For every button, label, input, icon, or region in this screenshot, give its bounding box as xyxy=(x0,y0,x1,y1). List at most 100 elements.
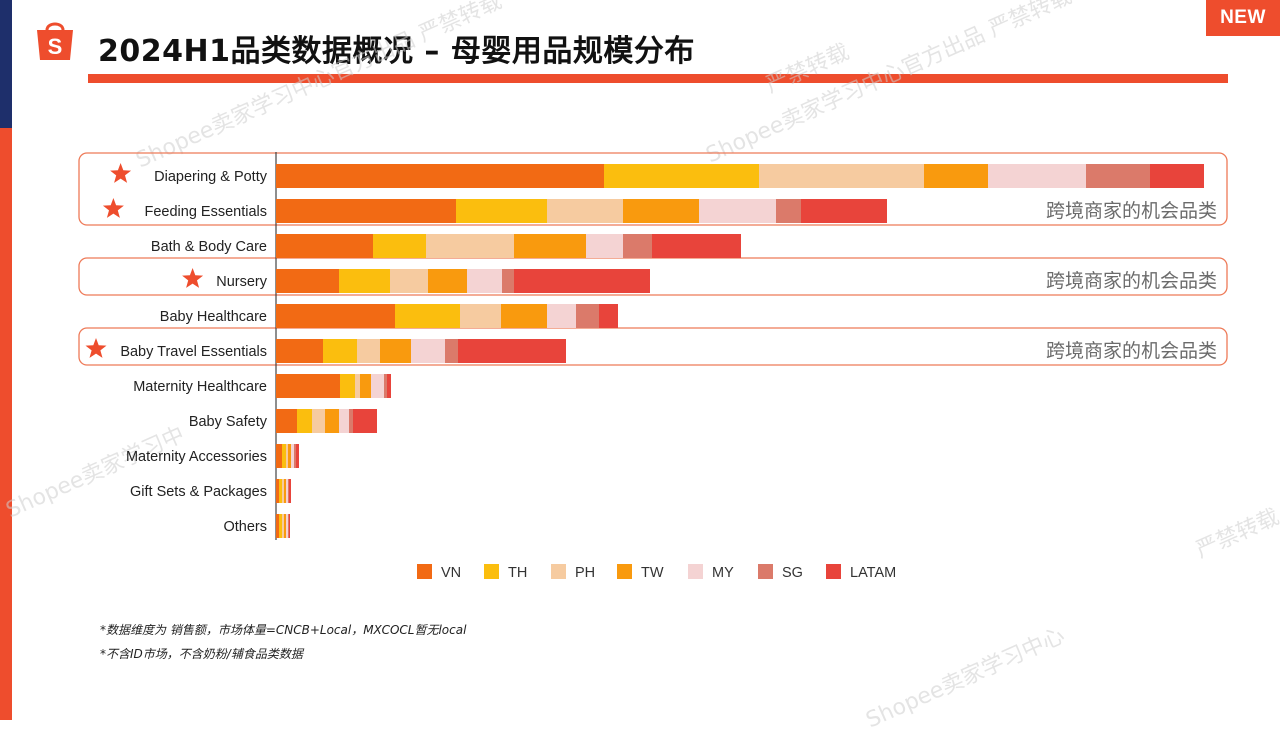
accent-bar-navy xyxy=(0,0,12,128)
bar-segment-tw xyxy=(924,164,988,188)
category-label: Bath & Body Care xyxy=(151,239,267,255)
category-label: Feeding Essentials xyxy=(144,204,267,220)
bar-segment-ph xyxy=(390,269,428,293)
bar-segment-latam xyxy=(599,304,618,328)
bar-segment-tw xyxy=(360,374,371,398)
bar-segment-vn xyxy=(276,164,604,188)
bar-segment-latam xyxy=(458,339,566,363)
category-label: Nursery xyxy=(216,274,268,290)
bar-segment-tw xyxy=(325,409,339,433)
footnote: *数据维度为 销售额，市场体量=CNCB+Local，MXCOCL暂无local xyxy=(100,623,467,637)
bar-segment-tw xyxy=(501,304,547,328)
bar-segment-th xyxy=(323,339,357,363)
bar-segment-th xyxy=(297,409,312,433)
bar-segment-th xyxy=(279,479,282,503)
legend-label: LATAM xyxy=(850,565,896,581)
bar-segment-my xyxy=(286,514,288,538)
bar-segment-tw xyxy=(514,234,586,258)
bar-segment-ph xyxy=(547,199,623,223)
legend-swatch xyxy=(826,564,841,579)
bar-segment-my xyxy=(547,304,576,328)
bar-segment-vn xyxy=(276,514,279,538)
bar-segment-th xyxy=(339,269,390,293)
legend-swatch xyxy=(617,564,632,579)
bar-segment-tw xyxy=(288,444,291,468)
opportunity-label: 跨境商家的机会品类 xyxy=(1046,340,1217,362)
bar-segment-latam xyxy=(387,374,391,398)
legend-swatch xyxy=(758,564,773,579)
bar-segment-ph xyxy=(759,164,924,188)
bar-segment-latam xyxy=(296,444,299,468)
highlight-box xyxy=(78,327,1228,366)
bar-segment-th xyxy=(282,444,286,468)
category-label: Diapering & Potty xyxy=(154,169,268,185)
bar-segment-my xyxy=(988,164,1086,188)
bar-segment-vn xyxy=(276,374,340,398)
bar-segment-ph xyxy=(426,234,514,258)
bar-segment-sg xyxy=(623,234,652,258)
bar-segment-th xyxy=(340,374,355,398)
legend-label: MY xyxy=(712,565,734,581)
bar-segment-vn xyxy=(276,444,282,468)
bar-segment-th xyxy=(279,514,282,538)
bar-segment-my xyxy=(291,444,294,468)
bar-segment-ph xyxy=(282,514,284,538)
opportunity-label: 跨境商家的机会品类 xyxy=(1046,200,1217,222)
bar-segment-my xyxy=(699,199,776,223)
bar-segment-vn xyxy=(276,304,395,328)
bar-segment-ph xyxy=(460,304,501,328)
category-label: Maternity Healthcare xyxy=(133,379,267,395)
bar-segment-latam xyxy=(353,409,377,433)
bar-segment-ph xyxy=(282,479,284,503)
bar-segment-latam xyxy=(801,199,887,223)
bar-segment-my xyxy=(371,374,384,398)
legend-label: PH xyxy=(575,565,595,581)
new-badge: NEW xyxy=(1206,0,1280,36)
bar-segment-sg xyxy=(384,374,387,398)
bar-segment-ph xyxy=(312,409,325,433)
bar-segment-my xyxy=(339,409,349,433)
bar-segment-th xyxy=(395,304,460,328)
bar-segment-latam xyxy=(289,514,290,538)
category-label: Baby Safety xyxy=(189,414,268,430)
legend-swatch xyxy=(417,564,432,579)
bar-segment-th xyxy=(456,199,547,223)
accent-bar-orange xyxy=(0,128,12,720)
bar-segment-sg xyxy=(576,304,599,328)
category-label: Others xyxy=(223,519,267,535)
star-icon xyxy=(182,268,204,288)
bar-segment-latam xyxy=(1150,164,1204,188)
highlight-box xyxy=(78,152,1228,226)
bar-segment-th xyxy=(373,234,426,258)
bar-segment-ph xyxy=(355,374,360,398)
bar-segment-sg xyxy=(776,199,801,223)
opportunity-label: 跨境商家的机会品类 xyxy=(1046,270,1217,292)
bar-segment-sg xyxy=(288,479,289,503)
bar-segment-latam xyxy=(652,234,741,258)
star-icon xyxy=(85,338,107,358)
bar-segment-my xyxy=(467,269,502,293)
legend-swatch xyxy=(688,564,703,579)
bar-segment-vn xyxy=(276,269,339,293)
bar-segment-sg xyxy=(445,339,458,363)
bar-segment-vn xyxy=(276,234,373,258)
title-rule xyxy=(88,74,1228,83)
category-label: Baby Healthcare xyxy=(160,309,267,325)
shopee-bag-icon: S xyxy=(37,22,73,60)
bar-segment-th xyxy=(604,164,759,188)
bar-segment-latam xyxy=(289,479,291,503)
bar-segment-my xyxy=(586,234,623,258)
category-label: Gift Sets & Packages xyxy=(130,484,267,500)
bar-segment-my xyxy=(411,339,445,363)
bar-segment-tw xyxy=(284,514,286,538)
legend-label: SG xyxy=(782,565,803,581)
page-title: 2024H1品类数据概况 – 母婴用品规模分布 xyxy=(98,34,695,69)
bar-segment-ph xyxy=(357,339,380,363)
star-icon xyxy=(102,198,124,218)
bar-segment-sg xyxy=(1086,164,1150,188)
bar-segment-ph xyxy=(286,444,288,468)
category-label: Maternity Accessories xyxy=(126,449,267,465)
legend-label: TH xyxy=(508,565,527,581)
footnote: *不含ID市场，不含奶粉/辅食品类数据 xyxy=(100,647,303,661)
